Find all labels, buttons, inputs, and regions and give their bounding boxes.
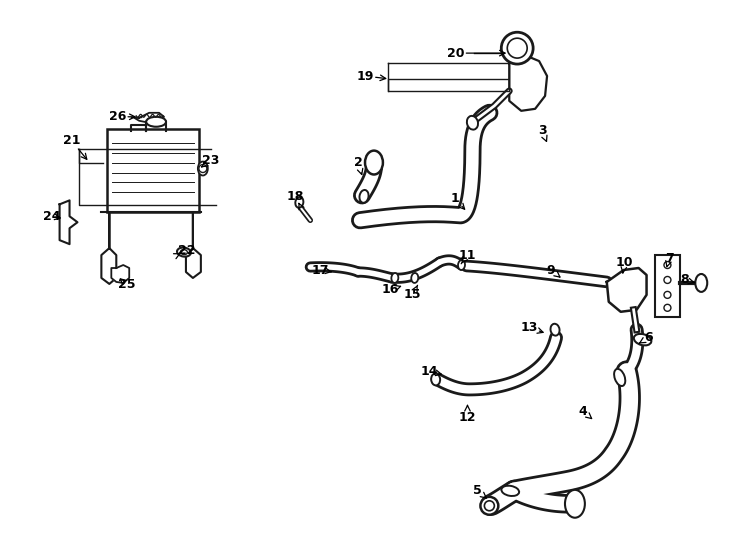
Circle shape: [664, 292, 671, 299]
Text: 12: 12: [459, 411, 476, 424]
Ellipse shape: [391, 273, 399, 283]
Ellipse shape: [411, 273, 418, 283]
Ellipse shape: [146, 117, 166, 127]
Circle shape: [664, 261, 671, 268]
Text: 9: 9: [547, 264, 556, 276]
Polygon shape: [186, 212, 201, 278]
Ellipse shape: [565, 490, 585, 518]
Ellipse shape: [431, 374, 440, 386]
Text: 19: 19: [356, 70, 374, 83]
Circle shape: [664, 305, 671, 311]
Circle shape: [481, 497, 498, 515]
Circle shape: [664, 276, 671, 284]
Text: 4: 4: [578, 405, 587, 418]
Ellipse shape: [198, 161, 208, 176]
Ellipse shape: [295, 197, 303, 208]
Text: 10: 10: [616, 255, 633, 268]
Ellipse shape: [458, 260, 465, 270]
Ellipse shape: [467, 116, 478, 130]
Bar: [655, 255, 680, 317]
Circle shape: [501, 32, 533, 64]
FancyBboxPatch shape: [107, 129, 199, 212]
Text: 26: 26: [109, 110, 126, 123]
Text: 15: 15: [404, 288, 421, 301]
Text: 20: 20: [447, 46, 465, 59]
Text: 6: 6: [644, 331, 653, 344]
Ellipse shape: [365, 151, 383, 174]
Text: 8: 8: [680, 273, 688, 286]
Ellipse shape: [177, 247, 191, 256]
Ellipse shape: [550, 324, 559, 336]
Circle shape: [199, 165, 207, 172]
Circle shape: [507, 38, 527, 58]
Text: 24: 24: [43, 210, 60, 223]
Polygon shape: [134, 113, 164, 123]
Circle shape: [484, 501, 494, 511]
Text: 14: 14: [421, 365, 438, 378]
Ellipse shape: [181, 249, 187, 254]
Ellipse shape: [360, 190, 368, 203]
Text: 2: 2: [354, 156, 363, 169]
Polygon shape: [101, 212, 116, 284]
Ellipse shape: [695, 274, 708, 292]
Ellipse shape: [614, 369, 625, 386]
Polygon shape: [509, 56, 547, 111]
Text: 13: 13: [520, 321, 538, 334]
Text: 25: 25: [118, 279, 136, 292]
Polygon shape: [59, 200, 78, 244]
Text: 3: 3: [538, 124, 546, 137]
Polygon shape: [112, 265, 129, 283]
Text: 17: 17: [311, 264, 329, 276]
Text: 7: 7: [665, 252, 674, 265]
Text: 18: 18: [287, 190, 304, 203]
Text: 16: 16: [381, 284, 399, 296]
Text: 22: 22: [178, 244, 196, 256]
Text: 1: 1: [450, 192, 459, 205]
Text: 23: 23: [202, 154, 219, 167]
Ellipse shape: [501, 485, 519, 496]
Ellipse shape: [634, 334, 651, 346]
Text: 21: 21: [63, 134, 80, 147]
Polygon shape: [607, 268, 647, 312]
Text: 11: 11: [459, 248, 476, 261]
Text: 5: 5: [473, 484, 482, 497]
